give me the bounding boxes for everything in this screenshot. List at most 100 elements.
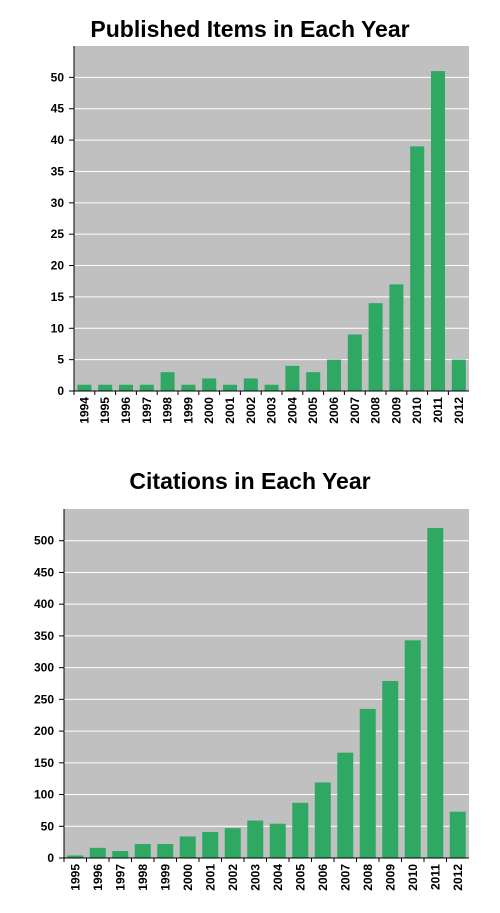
bar-2009 [382,680,399,858]
x-tick-label-1996: 1996 [91,864,105,891]
bar-1995 [98,384,113,391]
bar-2006 [327,359,341,391]
y-tick-label: 200 [34,724,54,738]
bar-1998 [160,372,175,391]
x-tick-label-2002: 2002 [226,864,240,891]
x-tick-label-2011: 2011 [428,864,442,890]
chart-title-published: Published Items in Each Year [90,16,410,42]
bar-2002 [243,378,258,391]
bar-1997 [139,384,154,391]
bar-2008 [359,708,376,858]
x-tick-label-1999: 1999 [181,397,195,424]
bar-2007 [337,752,354,858]
citations-chart: Citations in Each Year 0 50 100 150 200 250 30… [0,456,500,913]
bar-2008 [368,303,383,391]
bar-2012 [449,811,466,858]
bar-2005 [292,802,309,858]
published-items-plot: 0 5 10 15 20 25 30 35 40 45 50 1994 1995 1996 1997 1998… [51,46,469,424]
x-tick-label-1994: 1994 [77,397,91,424]
bar-2000 [202,378,217,391]
y-tick-label: 45 [51,102,65,116]
bar-2007 [347,334,362,391]
x-tick-label-2007: 2007 [348,397,362,424]
x-tick-label-2008: 2008 [369,397,383,424]
y-tick-label: 25 [51,227,65,241]
y-tick-label: 300 [34,661,54,675]
y-tick-label: 500 [34,534,54,548]
bar-1997 [112,851,129,858]
x-tick-label-2011: 2011 [431,397,445,423]
y-tick-label: 250 [34,692,54,706]
bar-1999 [181,384,196,391]
x-tick-label-2003: 2003 [265,397,279,424]
y-tick-label: 15 [51,290,65,304]
bar-2001 [202,831,219,858]
y-tick-label: 35 [51,164,65,178]
bar-2012 [451,359,466,391]
y-tick-label: 0 [57,384,64,398]
bar-2003 [247,820,264,858]
x-tick-label-1995: 1995 [68,864,82,891]
x-tick-label-2005: 2005 [306,397,320,424]
x-tick-label-1998: 1998 [136,864,150,891]
bar-2005 [306,372,321,391]
y-tick-label: 400 [34,597,54,611]
bar-2003 [264,384,279,391]
x-tick-label-2010: 2010 [406,864,420,891]
x-tick-label-2004: 2004 [285,397,299,424]
y-tick-label: 5 [57,353,64,367]
x-tick-label-2012: 2012 [451,864,465,891]
x-tick-label-1998: 1998 [161,397,175,424]
y-tick-label: 0 [47,851,54,865]
bar-2004 [285,365,300,391]
bar-2004 [269,823,286,858]
y-tick-label: 50 [41,819,55,833]
bar-2010 [410,146,425,391]
x-tick-label-2009: 2009 [389,397,403,424]
x-tick-label-2006: 2006 [327,397,341,424]
bar-2011 [431,71,445,391]
citations-plot: 0 50 100 150 200 250 300 350 400 450 500 1995 1996 19… [34,509,469,891]
x-tick-label-2007: 2007 [338,864,352,891]
y-tick-label: 30 [51,196,65,210]
bar-2011 [427,528,444,858]
y-tick-label: 20 [51,259,65,273]
x-tick-label-1996: 1996 [119,397,133,424]
plot-area [74,46,469,391]
bar-1996 [119,384,133,391]
x-tick-label-2002: 2002 [244,397,258,424]
x-tick-label-2001: 2001 [223,397,237,424]
x-tick-label-2001: 2001 [203,864,217,891]
bar-1999 [157,844,174,858]
chart-title-citations: Citations in Each Year [129,468,371,494]
x-tick-label-1999: 1999 [158,864,172,891]
bar-1995 [67,855,84,858]
x-tick-label-2006: 2006 [316,864,330,891]
bar-1996 [89,847,106,858]
y-tick-label: 40 [51,133,65,147]
x-tick-label-1997: 1997 [113,864,127,891]
bar-2002 [224,828,241,858]
bar-2006 [314,782,331,858]
x-tick-label-2000: 2000 [181,864,195,891]
bar-2000 [179,836,196,858]
published-items-chart: Published Items in Each Year 0 5 10 15 20 25 3… [0,0,500,450]
x-tick-label-1997: 1997 [140,397,154,424]
x-tick-label-1995: 1995 [98,397,112,424]
plot-area [64,509,469,858]
x-tick-label-2010: 2010 [410,397,424,424]
x-tick-label-2009: 2009 [383,864,397,891]
x-tick-label-2004: 2004 [271,864,285,891]
bar-1998 [134,844,151,858]
y-tick-label: 450 [34,565,54,579]
x-tick-label-2005: 2005 [293,864,307,891]
bar-2010 [404,640,421,858]
y-tick-label: 10 [51,321,65,335]
bar-2009 [389,284,404,391]
x-tick-label-2000: 2000 [202,397,216,424]
bar-1994 [77,384,92,391]
y-tick-label: 50 [51,70,65,84]
x-tick-label-2012: 2012 [452,397,466,424]
x-tick-label-2003: 2003 [248,864,262,891]
y-tick-label: 100 [34,788,54,802]
